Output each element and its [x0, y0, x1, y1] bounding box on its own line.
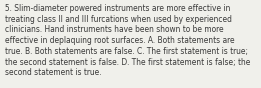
Text: treating class II and III furcations when used by experienced: treating class II and III furcations whe… [5, 15, 232, 24]
Text: clinicians. Hand instruments have been shown to be more: clinicians. Hand instruments have been s… [5, 25, 223, 34]
Text: second statement is true.: second statement is true. [5, 68, 101, 77]
Text: the second statement is false. D. The first statement is false; the: the second statement is false. D. The fi… [5, 58, 250, 67]
Text: 5. Slim-diameter powered instruments are more effective in: 5. Slim-diameter powered instruments are… [5, 4, 230, 13]
Text: true. B. Both statements are false. C. The first statement is true;: true. B. Both statements are false. C. T… [5, 47, 248, 56]
Text: effective in deplaquing root surfaces. A. Both statements are: effective in deplaquing root surfaces. A… [5, 36, 234, 45]
